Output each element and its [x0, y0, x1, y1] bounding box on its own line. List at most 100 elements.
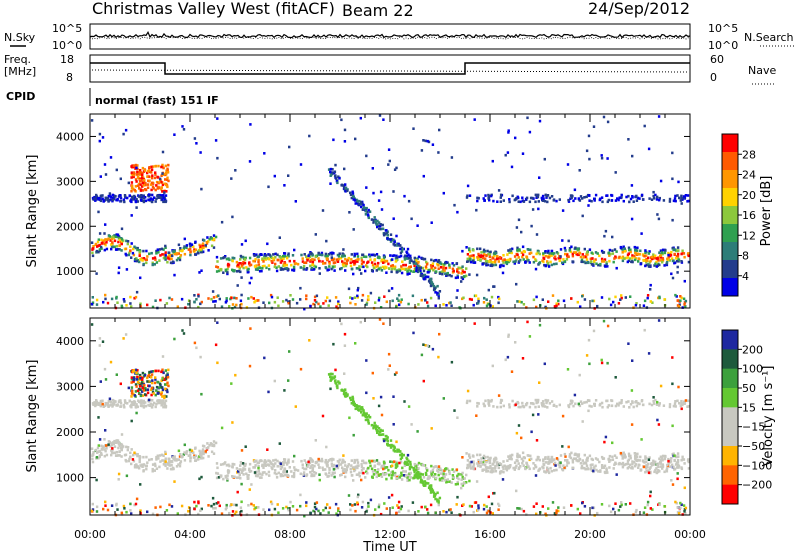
range-cell [538, 405, 540, 408]
range-cell [202, 448, 204, 451]
range-cell [488, 289, 490, 292]
range-cell [137, 184, 139, 187]
range-cell [643, 461, 645, 464]
range-cell [606, 400, 608, 403]
range-cell [238, 270, 240, 273]
range-cell [591, 300, 593, 303]
range-cell [474, 118, 476, 121]
range-cell [92, 255, 94, 258]
range-cell [551, 458, 553, 461]
range-cell [584, 248, 586, 251]
range-cell [157, 370, 159, 373]
range-cell [344, 269, 346, 272]
range-cell [601, 503, 603, 506]
range-cell [245, 266, 247, 269]
range-cell [547, 262, 549, 265]
range-cell [365, 213, 367, 216]
range-cell [488, 195, 490, 198]
range-cell [92, 503, 94, 506]
range-cell [472, 455, 474, 458]
range-cell [574, 197, 576, 200]
range-cell [249, 257, 251, 260]
range-cell [363, 207, 365, 210]
range-cell [666, 464, 668, 467]
range-cell [624, 247, 626, 250]
cpid-label: CPID [6, 90, 35, 103]
range-cell [494, 260, 496, 263]
range-cell [580, 400, 582, 403]
range-cell [431, 221, 433, 224]
range-cell [131, 386, 133, 389]
range-cell [306, 465, 308, 468]
range-cell [542, 197, 544, 200]
range-cell [303, 471, 305, 474]
range-cell [230, 382, 232, 385]
range-cell [469, 258, 471, 261]
range-cell [683, 462, 685, 465]
range-cell [680, 405, 682, 408]
range-cell [390, 233, 392, 236]
range-cell [423, 484, 425, 487]
range-cell [116, 199, 118, 202]
range-cell [287, 459, 289, 462]
range-cell [400, 508, 402, 511]
range-cell [132, 454, 134, 457]
range-cell [451, 361, 453, 364]
range-cell [131, 448, 133, 451]
range-cell [601, 196, 603, 199]
range-cell [136, 378, 138, 381]
range-cell [340, 267, 342, 270]
range-cell [666, 467, 668, 470]
range-cell [376, 459, 378, 462]
range-cell [104, 368, 106, 371]
range-cell [162, 372, 164, 375]
range-cell [329, 300, 331, 303]
range-cell [166, 302, 168, 305]
range-cell [96, 506, 98, 509]
range-cell [145, 468, 147, 471]
range-cell [640, 232, 642, 235]
range-cell [634, 252, 636, 255]
range-cell [365, 392, 367, 395]
range-cell [157, 455, 159, 458]
range-cell [147, 388, 149, 391]
range-cell [284, 252, 286, 255]
range-cell [300, 163, 302, 166]
range-cell [129, 400, 131, 403]
range-cell [564, 453, 566, 456]
range-cell [127, 446, 129, 449]
range-cell [423, 476, 425, 479]
range-cell [91, 241, 93, 244]
range-cell [293, 269, 295, 272]
range-cell [589, 248, 591, 251]
range-cell [423, 278, 425, 281]
range-cell [629, 455, 631, 458]
range-cell [515, 198, 517, 201]
range-cell [432, 469, 434, 472]
range-cell [122, 133, 124, 136]
range-cell [293, 266, 295, 269]
range-cell [99, 232, 101, 235]
range-cell [395, 235, 397, 238]
range-cell [480, 457, 482, 460]
range-cell [401, 272, 403, 275]
range-cell [574, 251, 576, 254]
range-cell [356, 459, 358, 462]
range-cell [443, 397, 445, 400]
range-cell [562, 209, 564, 212]
range-cell [588, 194, 590, 197]
range-cell [498, 298, 500, 301]
range-cell [488, 260, 490, 263]
range-cell [233, 476, 235, 479]
range-cell [532, 414, 534, 417]
range-cell [532, 208, 534, 211]
range-cell [92, 296, 94, 299]
range-cell [102, 136, 104, 139]
range-cell [676, 400, 678, 403]
range-cell [461, 456, 463, 459]
range-cell [103, 405, 105, 408]
range-cell [350, 471, 352, 474]
range-cell [386, 260, 388, 263]
range-cell [285, 473, 287, 476]
range-cell [356, 295, 358, 298]
